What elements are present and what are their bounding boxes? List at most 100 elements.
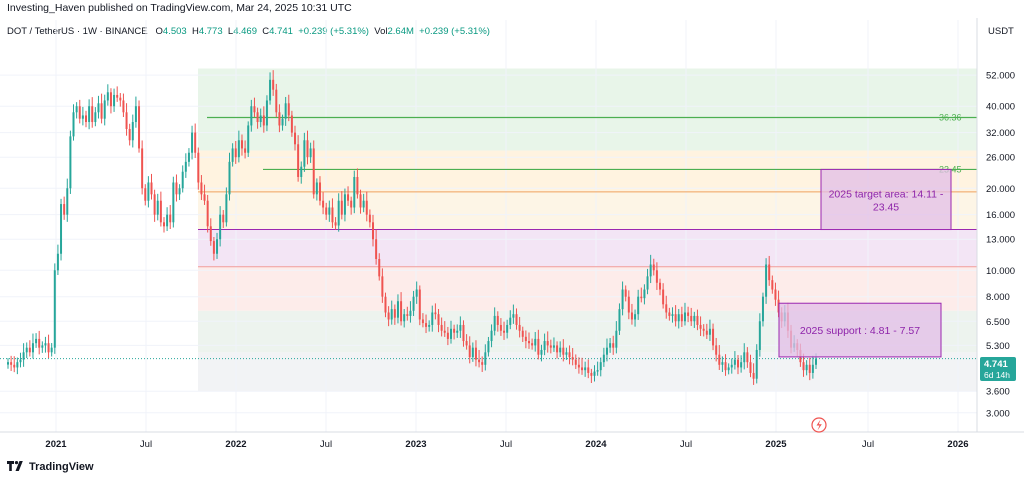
candle bbox=[428, 320, 431, 332]
candle-body bbox=[559, 347, 562, 353]
candle-body bbox=[125, 112, 128, 129]
candle-body bbox=[359, 194, 362, 208]
candle bbox=[69, 130, 72, 194]
candle bbox=[256, 107, 259, 129]
candle-body bbox=[449, 328, 452, 339]
candle-body bbox=[637, 296, 640, 315]
candle-body bbox=[28, 347, 31, 353]
y-tick-label: 40.000 bbox=[986, 102, 1015, 113]
lightning-icon[interactable] bbox=[811, 417, 827, 433]
current-price-value: 4.741 bbox=[984, 359, 1008, 370]
symbol-name[interactable]: DOT / TetherUS · 1W · BINANCE bbox=[7, 26, 148, 37]
candle-body bbox=[761, 296, 764, 322]
candle-body bbox=[590, 372, 593, 376]
candle-body bbox=[38, 338, 41, 348]
candle bbox=[715, 337, 718, 362]
candle-body bbox=[752, 372, 755, 379]
candle bbox=[540, 344, 543, 362]
candle bbox=[412, 290, 415, 317]
candle bbox=[453, 324, 456, 340]
candle-body bbox=[537, 338, 540, 355]
x-tick-label: Jul bbox=[140, 439, 152, 450]
candle-body bbox=[69, 136, 72, 189]
candle-body bbox=[378, 259, 381, 277]
candle-body bbox=[708, 328, 711, 335]
candlestick-series[interactable] bbox=[7, 70, 817, 385]
candle bbox=[390, 300, 393, 325]
candle-body bbox=[808, 364, 811, 373]
candle-body bbox=[187, 152, 190, 162]
candle bbox=[209, 218, 212, 246]
y-axis-ticks: 52.000 40.000 32.000 26.000 20.000 16.000 13.0… bbox=[986, 71, 1015, 420]
candle-body bbox=[418, 289, 421, 320]
candle bbox=[462, 320, 465, 347]
candle bbox=[35, 333, 38, 348]
candle-body bbox=[41, 345, 44, 348]
annotation-box: 2025 target area: 14.11 -23.45 bbox=[820, 168, 952, 231]
candle-body bbox=[593, 371, 596, 376]
candle-body bbox=[721, 362, 724, 365]
candle bbox=[322, 192, 325, 215]
candle bbox=[527, 332, 530, 349]
candle bbox=[41, 341, 44, 353]
candle bbox=[493, 307, 496, 336]
candle-body bbox=[134, 106, 137, 123]
candle bbox=[91, 97, 94, 128]
candle bbox=[303, 132, 306, 172]
candle-body bbox=[100, 103, 103, 119]
candle bbox=[593, 365, 596, 382]
candle-body bbox=[437, 314, 440, 325]
candle-body bbox=[652, 264, 655, 271]
candle-body bbox=[194, 132, 197, 153]
annotations[interactable]: 2025 target area: 14.11 -23.45 2025 suppo… bbox=[778, 168, 952, 358]
candle bbox=[78, 99, 81, 124]
annotation-box: 2025 support : 4.81 - 7.57 bbox=[778, 302, 942, 358]
y-tick-label: 13.000 bbox=[986, 235, 1015, 246]
candle-body bbox=[609, 343, 612, 348]
candle bbox=[443, 321, 446, 337]
candle bbox=[640, 287, 643, 303]
candle bbox=[216, 232, 219, 259]
candle-body bbox=[624, 289, 627, 297]
candle-body bbox=[191, 132, 194, 153]
candle bbox=[727, 363, 730, 375]
candle bbox=[730, 358, 733, 374]
candle bbox=[113, 88, 116, 112]
candle bbox=[712, 323, 715, 351]
candle bbox=[584, 361, 587, 377]
candle bbox=[197, 147, 200, 190]
candle-body bbox=[768, 264, 771, 281]
candle bbox=[72, 104, 75, 141]
candle bbox=[521, 326, 524, 343]
candle-body bbox=[66, 188, 69, 215]
candle-body bbox=[453, 328, 456, 333]
candle-body bbox=[109, 92, 112, 107]
candle bbox=[652, 258, 655, 276]
candle bbox=[94, 107, 97, 127]
candle bbox=[281, 114, 284, 131]
candle-body bbox=[172, 182, 175, 223]
price-change: +0.239 (+5.31%) bbox=[298, 26, 369, 37]
candle-body bbox=[571, 357, 574, 360]
candle-body bbox=[25, 347, 28, 353]
candle-body bbox=[534, 338, 537, 346]
candle-body bbox=[456, 330, 459, 333]
candle-body bbox=[47, 343, 50, 353]
candle-body bbox=[340, 200, 343, 215]
tradingview-footer[interactable]: TradingView bbox=[7, 460, 94, 474]
candle-body bbox=[496, 315, 499, 325]
candle bbox=[696, 309, 699, 331]
candle bbox=[159, 191, 162, 227]
candle bbox=[375, 229, 378, 265]
candle-body bbox=[318, 182, 321, 201]
candle-body bbox=[237, 140, 240, 158]
candle-body bbox=[169, 214, 172, 223]
candle-body bbox=[315, 182, 318, 195]
candle-body bbox=[300, 166, 303, 177]
candle bbox=[16, 357, 19, 375]
candle bbox=[708, 319, 711, 341]
candle-body bbox=[72, 112, 75, 137]
x-axis-ticks: 2021 Jul 2022 Jul 2023 Jul 2024 Jul 2025 Jul 2026 bbox=[45, 439, 968, 450]
candle-body bbox=[474, 347, 477, 360]
